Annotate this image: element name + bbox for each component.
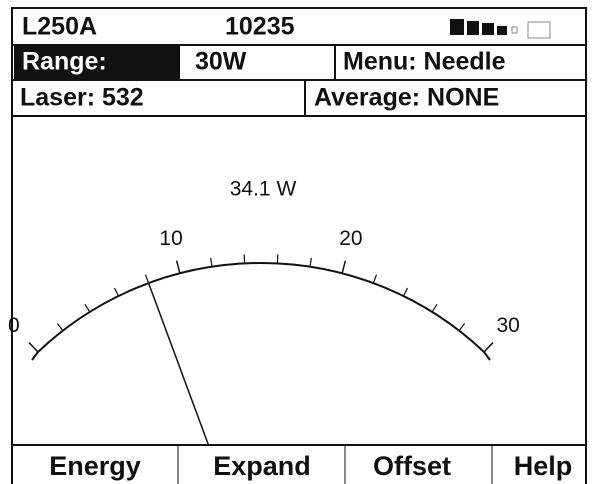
- range-label: Range:: [22, 48, 107, 76]
- minor-tick: [144, 274, 150, 284]
- model: L250A: [22, 13, 97, 41]
- major-tick: [175, 260, 181, 274]
- softkey[interactable]: Offset: [373, 451, 451, 481]
- minor-tick: [372, 274, 378, 284]
- scale-label: 30: [496, 314, 519, 337]
- reading: 34.1 W: [230, 178, 297, 201]
- arc-end: [31, 351, 39, 361]
- major-tick: [28, 342, 39, 353]
- minor-tick: [458, 323, 466, 332]
- scale-label: 0: [8, 314, 20, 337]
- softkey[interactable]: Energy: [49, 451, 141, 481]
- laser: Laser: 532: [20, 84, 144, 112]
- needle: [147, 282, 210, 446]
- softkey[interactable]: Help: [514, 451, 573, 481]
- minor-tick: [431, 303, 438, 313]
- battery-icon: [450, 19, 551, 39]
- minor-tick: [309, 257, 312, 267]
- minor-tick: [84, 303, 91, 313]
- frame: [11, 7, 587, 484]
- arc-end: [483, 351, 491, 361]
- gauge-arc: [37, 262, 485, 353]
- serial: 10235: [225, 13, 295, 41]
- minor-tick: [56, 323, 64, 332]
- major-tick: [341, 260, 347, 274]
- softkey[interactable]: Expand: [213, 451, 311, 481]
- scale-label: 20: [339, 227, 362, 250]
- scale-label: 10: [159, 227, 182, 250]
- range-highlight: [14, 46, 180, 79]
- menu: Menu: Needle: [343, 48, 506, 76]
- range-value: 30W: [195, 48, 247, 76]
- minor-tick: [113, 287, 119, 297]
- minor-tick: [403, 287, 409, 297]
- average: Average: NONE: [314, 84, 499, 112]
- minor-tick: [210, 257, 213, 267]
- major-tick: [483, 342, 494, 353]
